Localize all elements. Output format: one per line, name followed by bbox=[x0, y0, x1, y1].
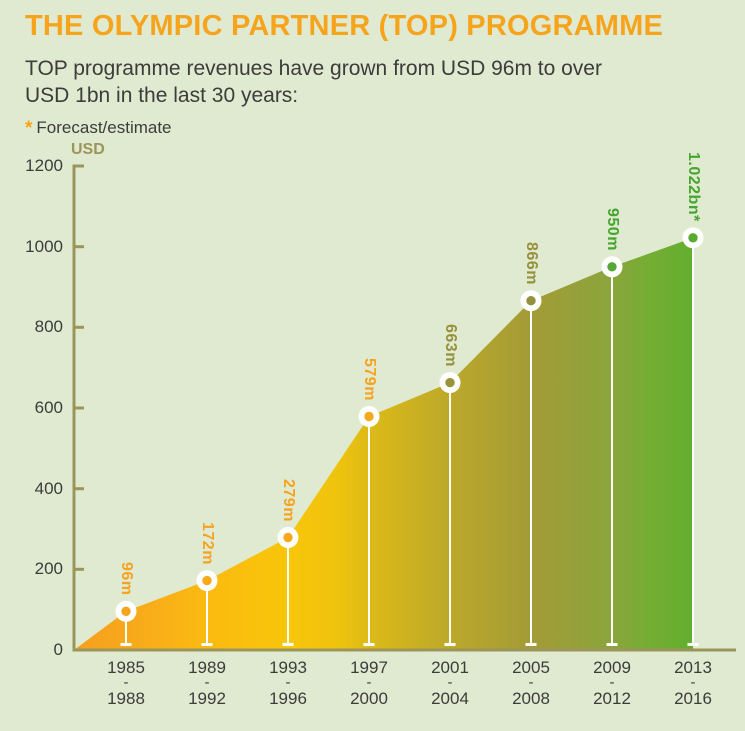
period-end-year: 1988 bbox=[107, 689, 145, 708]
x-axis-period-label: 2005-2008 bbox=[491, 658, 571, 708]
y-axis-title: USD bbox=[71, 141, 105, 158]
point-value-label: 579m bbox=[361, 357, 378, 401]
period-separator: - bbox=[690, 674, 696, 691]
y-axis-tick bbox=[75, 567, 84, 571]
point-stem-foot bbox=[201, 643, 213, 646]
y-axis-tick-label: 200 bbox=[34, 559, 63, 579]
x-axis-period-label: 1997-2000 bbox=[329, 658, 409, 708]
period-end-year: 2008 bbox=[512, 689, 550, 708]
y-axis-tick bbox=[75, 487, 84, 491]
period-start-year: 2013 bbox=[674, 658, 712, 677]
page-title: THE OLYMPIC PARTNER (TOP) PROGRAMME bbox=[25, 10, 664, 42]
data-point-marker-dot bbox=[202, 575, 212, 586]
point-stem-foot bbox=[363, 643, 375, 646]
point-value-label: 866m bbox=[523, 241, 540, 285]
y-axis-tick-label: 1000 bbox=[25, 236, 63, 256]
y-axis-tick bbox=[75, 164, 84, 168]
x-axis-period-label: 1989-1992 bbox=[167, 658, 247, 708]
period-end-year: 2004 bbox=[431, 689, 469, 708]
y-axis-line bbox=[72, 164, 76, 652]
data-point-marker-dot bbox=[445, 377, 455, 388]
period-start-year: 2005 bbox=[512, 658, 550, 677]
y-axis-tick-label: 400 bbox=[34, 478, 63, 498]
y-axis-tick bbox=[75, 406, 84, 410]
period-end-year: 2000 bbox=[350, 689, 388, 708]
forecast-legend: * Forecast/estimate bbox=[25, 118, 725, 140]
point-stem-foot bbox=[120, 643, 132, 646]
point-value-label: 96m bbox=[118, 561, 135, 596]
y-axis-tick bbox=[75, 245, 84, 249]
subtitle-line-2: USD 1bn in the last 30 years: bbox=[25, 84, 299, 107]
point-stem-foot bbox=[606, 643, 618, 646]
point-value-label: 172m bbox=[199, 521, 216, 565]
x-axis-period-label: 2013-2016 bbox=[653, 658, 733, 708]
data-point-marker-dot bbox=[364, 411, 374, 422]
period-separator: - bbox=[609, 674, 615, 691]
period-start-year: 2009 bbox=[593, 658, 631, 677]
period-separator: - bbox=[285, 674, 291, 691]
y-axis-tick-label: 600 bbox=[34, 398, 63, 417]
area-shape bbox=[74, 237, 693, 651]
period-start-year: 1993 bbox=[269, 658, 307, 677]
subtitle: TOP programme revenues have grown from U… bbox=[25, 55, 725, 109]
point-stem-foot bbox=[687, 643, 699, 646]
data-point-marker-dot bbox=[688, 233, 698, 243]
y-axis-tick-label: 1200 bbox=[25, 156, 63, 175]
point-value-label: 279m bbox=[280, 478, 297, 522]
point-stem-foot bbox=[525, 643, 537, 646]
x-axis-period-label: 1993-1996 bbox=[248, 658, 328, 708]
period-start-year: 1997 bbox=[350, 658, 388, 677]
point-value-label: 1.022bn* bbox=[685, 151, 702, 222]
y-axis-tick-label: 0 bbox=[53, 640, 63, 659]
y-axis-tick-label: 800 bbox=[34, 317, 63, 337]
period-end-year: 2016 bbox=[674, 689, 712, 708]
period-start-year: 1989 bbox=[188, 658, 226, 677]
period-end-year: 1992 bbox=[188, 689, 226, 708]
x-axis-period-label: 2009-2012 bbox=[572, 658, 652, 708]
period-end-year: 1996 bbox=[269, 689, 307, 708]
data-point-marker-dot bbox=[526, 296, 536, 306]
period-start-year: 1985 bbox=[107, 658, 145, 677]
data-point-marker-dot bbox=[283, 532, 293, 543]
period-separator: - bbox=[366, 674, 372, 691]
point-stem-foot bbox=[282, 643, 294, 646]
data-point-marker-dot bbox=[607, 262, 617, 272]
subtitle-line-1: TOP programme revenues have grown from U… bbox=[25, 57, 602, 80]
period-end-year: 2012 bbox=[593, 689, 631, 708]
point-value-label: 950m bbox=[604, 207, 621, 251]
period-start-year: 2001 bbox=[431, 658, 469, 677]
period-separator: - bbox=[447, 674, 453, 691]
period-separator: - bbox=[123, 674, 129, 691]
x-axis-period-label: 2001-2004 bbox=[410, 658, 490, 708]
period-separator: - bbox=[204, 674, 210, 691]
y-axis-tick bbox=[75, 325, 84, 329]
legend-label: Forecast/estimate bbox=[36, 118, 172, 137]
asterisk-icon: * bbox=[25, 118, 33, 139]
x-axis-period-label: 1985-1988 bbox=[86, 658, 166, 708]
period-separator: - bbox=[528, 674, 534, 691]
header: THE OLYMPIC PARTNER (TOP) PROGRAMME TOP … bbox=[25, 10, 725, 140]
point-stem-foot bbox=[444, 643, 456, 646]
data-point-marker-dot bbox=[121, 606, 131, 616]
point-value-label: 663m bbox=[442, 323, 459, 367]
x-axis-baseline bbox=[72, 648, 736, 652]
